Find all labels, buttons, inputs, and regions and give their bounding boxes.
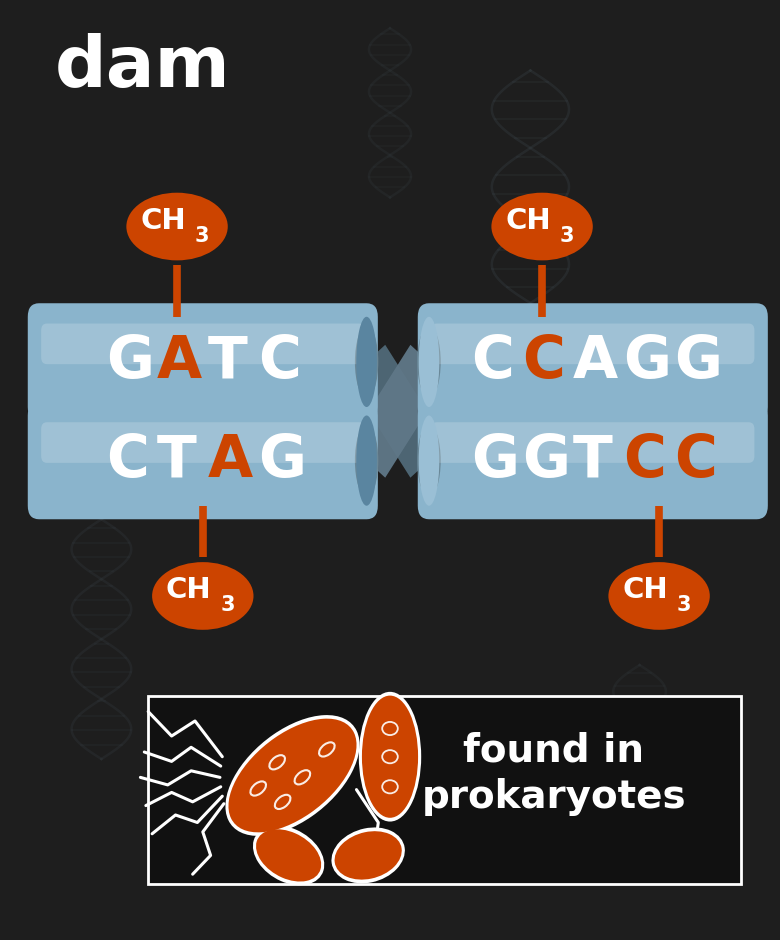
Text: CH: CH: [505, 207, 551, 235]
Ellipse shape: [356, 317, 377, 407]
FancyBboxPatch shape: [418, 304, 768, 420]
Text: prokaryotes: prokaryotes: [421, 778, 686, 816]
Ellipse shape: [253, 825, 324, 885]
Ellipse shape: [256, 829, 321, 882]
FancyBboxPatch shape: [148, 696, 741, 884]
FancyBboxPatch shape: [28, 402, 378, 519]
Text: C: C: [106, 432, 149, 489]
Ellipse shape: [355, 425, 378, 496]
Text: T: T: [207, 334, 248, 390]
Text: 3: 3: [677, 595, 691, 616]
Text: G: G: [623, 334, 671, 390]
Text: C: C: [623, 432, 666, 489]
Text: G: G: [674, 334, 722, 390]
FancyBboxPatch shape: [41, 422, 364, 462]
Text: T: T: [573, 432, 612, 489]
Ellipse shape: [335, 831, 402, 880]
Text: C: C: [259, 334, 301, 390]
FancyBboxPatch shape: [418, 402, 768, 519]
Text: C: C: [471, 334, 514, 390]
FancyBboxPatch shape: [431, 323, 754, 364]
Text: G: G: [106, 334, 154, 390]
Ellipse shape: [152, 562, 254, 630]
Ellipse shape: [491, 193, 593, 260]
Ellipse shape: [362, 696, 418, 818]
Ellipse shape: [225, 715, 360, 836]
Ellipse shape: [417, 425, 441, 496]
Ellipse shape: [355, 326, 378, 398]
Text: G: G: [522, 432, 569, 489]
Text: 3: 3: [195, 226, 209, 246]
Text: T: T: [158, 432, 197, 489]
Text: dam: dam: [55, 33, 230, 102]
Polygon shape: [348, 345, 448, 478]
Text: G: G: [259, 432, 307, 489]
Ellipse shape: [126, 193, 228, 260]
Text: A: A: [158, 334, 202, 390]
Ellipse shape: [608, 562, 710, 630]
Ellipse shape: [356, 415, 377, 506]
Text: C: C: [522, 334, 565, 390]
Polygon shape: [348, 345, 448, 478]
Text: A: A: [207, 432, 253, 489]
Ellipse shape: [419, 415, 439, 506]
Ellipse shape: [332, 827, 405, 884]
FancyBboxPatch shape: [41, 323, 364, 364]
Ellipse shape: [229, 719, 356, 832]
Text: G: G: [471, 432, 519, 489]
Ellipse shape: [359, 692, 421, 822]
Text: found in: found in: [463, 731, 644, 769]
FancyBboxPatch shape: [431, 422, 754, 462]
Text: C: C: [674, 432, 717, 489]
Text: A: A: [573, 334, 618, 390]
Ellipse shape: [419, 317, 439, 407]
Text: 3: 3: [221, 595, 235, 616]
Text: CH: CH: [140, 207, 186, 235]
FancyBboxPatch shape: [28, 304, 378, 420]
Ellipse shape: [417, 326, 441, 398]
Text: CH: CH: [622, 576, 668, 604]
Text: CH: CH: [166, 576, 211, 604]
Text: 3: 3: [560, 226, 574, 246]
